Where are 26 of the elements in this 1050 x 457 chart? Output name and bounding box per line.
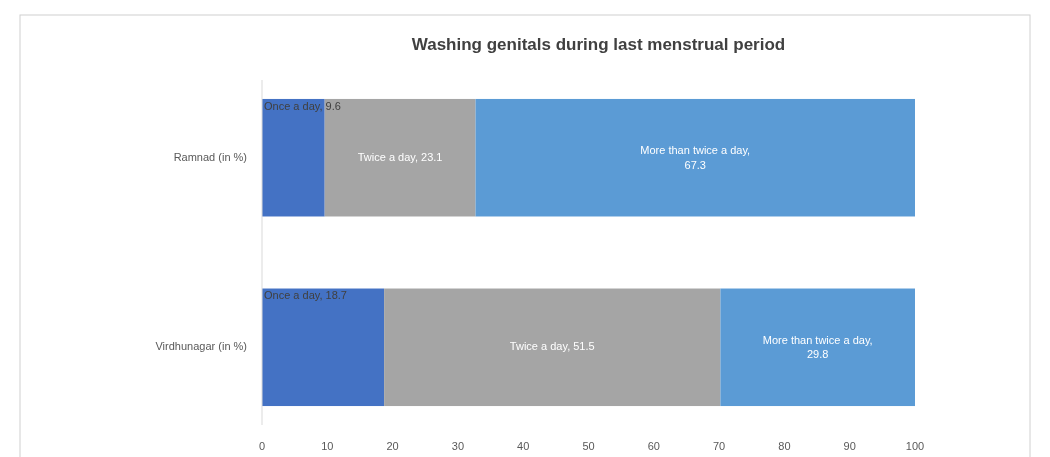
x-tick-label: 10 (321, 440, 334, 452)
data-label: More than twice a day, 67.3 (640, 144, 751, 171)
data-label: Twice a day, 51.5 (509, 340, 595, 353)
y-tick-label: Ramnad (in %) (173, 150, 247, 163)
x-tick-label: 0 (258, 440, 266, 452)
y-tick-label: Virdhunagar (in %) (155, 340, 247, 353)
x-tick-label: 80 (778, 440, 791, 452)
bar (324, 98, 476, 217)
x-tick-label: 70 (712, 440, 726, 452)
x-tick-label: 100 (905, 440, 925, 452)
bar (475, 98, 915, 217)
data-label: Once a day, 9.6 (264, 99, 341, 112)
x-tick-label: 60 (647, 440, 660, 452)
x-tick-label: 90 (843, 440, 856, 452)
x-tick-label: 40 (517, 440, 530, 452)
bar (720, 288, 915, 407)
bar (384, 288, 721, 407)
bar (262, 288, 385, 407)
x-tick-label: 20 (386, 440, 399, 452)
data-label: Once a day, 18.7 (264, 289, 347, 302)
chart-title: Washing genitals during last menstrual period (411, 35, 786, 54)
x-tick-label: 30 (451, 440, 465, 452)
data-label: Twice a day, 23.1 (357, 150, 443, 163)
bar (262, 98, 325, 217)
x-tick-label: 50 (582, 440, 595, 452)
data-label: More than twice a day, 29.8 (762, 333, 873, 361)
